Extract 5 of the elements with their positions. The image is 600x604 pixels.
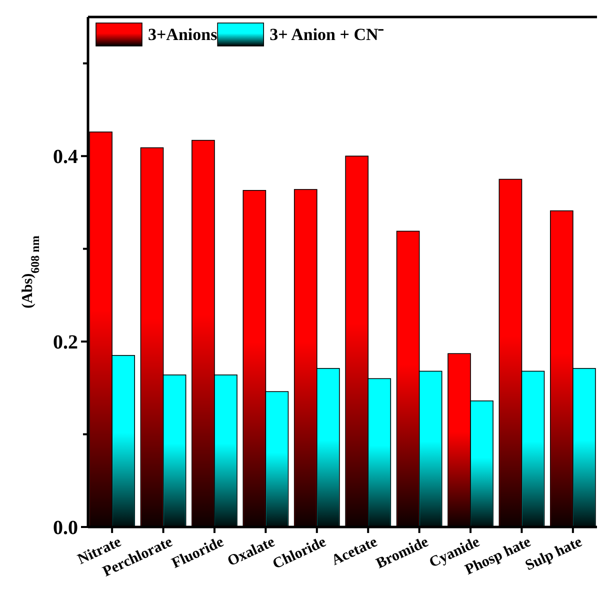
legend-label: 3+ Anion + CN⁻ [270, 25, 384, 44]
y-tick-label: 0.4 [53, 146, 78, 168]
legend-label: 3+Anions [148, 25, 218, 44]
y-tick-label: 0.0 [53, 517, 78, 539]
y-tick-label: 0.2 [53, 332, 78, 354]
